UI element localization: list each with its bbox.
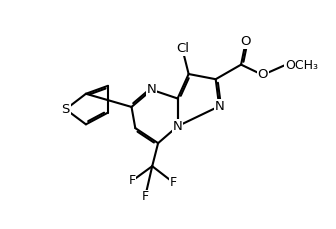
Text: O: O [257,68,268,82]
Text: O: O [241,35,251,48]
Text: S: S [61,103,70,116]
Text: F: F [169,176,176,189]
Text: N: N [173,120,182,133]
Text: Cl: Cl [176,42,189,55]
Text: F: F [129,174,136,187]
Text: OCH₃: OCH₃ [285,59,318,72]
Text: N: N [214,100,224,113]
Text: F: F [141,190,149,203]
Text: N: N [147,83,157,96]
